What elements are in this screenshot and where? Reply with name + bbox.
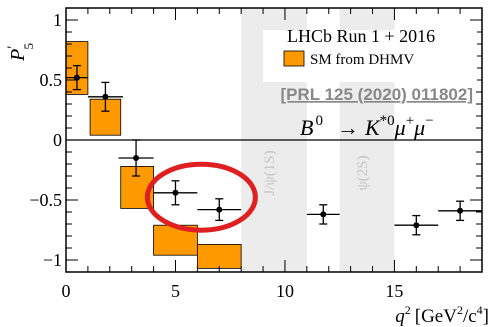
x-axis-label-units-sup1: 2 <box>457 303 463 317</box>
x-tick-label: 10 <box>276 281 294 301</box>
legend-title: LHCb Run 1 + 2016 <box>287 26 435 46</box>
data-marker <box>457 207 464 214</box>
y-tick-labels: −1 −0.5 0 0.5 1 <box>29 10 62 270</box>
y-axis-label: P′5 <box>5 43 36 62</box>
data-marker <box>320 211 327 218</box>
decay-mu1: μ <box>394 115 406 140</box>
reference-citation: [PRL 125 (2020) 011802] <box>281 85 473 104</box>
decay-mu-plus: + <box>406 113 414 129</box>
y-axis-label-main: P <box>7 49 29 62</box>
data-marker <box>102 93 109 100</box>
x-axis-label-units-sup2: 4 <box>477 303 483 317</box>
decay-mu-minus: − <box>425 113 433 129</box>
y-tick-label: 0 <box>53 130 62 150</box>
data-point <box>306 204 340 225</box>
data-point <box>87 81 123 112</box>
data-point <box>66 64 88 91</box>
data-point <box>394 214 439 236</box>
x-axis-label-q-sup: 2 <box>405 303 411 317</box>
legend-sm-label: SM from DHMV <box>310 52 414 68</box>
data-point <box>153 180 198 206</box>
decay-arrow: → <box>337 115 359 140</box>
x-tick-labels: 0 5 10 15 <box>62 281 404 301</box>
data-marker <box>413 222 420 229</box>
x-axis-label-units-open: [GeV <box>415 306 457 327</box>
y-axis-label-sub: 5 <box>21 43 36 50</box>
data-point <box>197 198 242 222</box>
data-marker <box>216 206 223 213</box>
data-point <box>438 200 482 222</box>
x-axis-label-units-mid: /c <box>463 306 477 327</box>
legend-sm-swatch <box>283 50 305 67</box>
jpsi-region-label: J/ψ(1S) <box>262 150 278 195</box>
decay-k: K <box>364 115 381 140</box>
decay-b-sup: 0 <box>315 113 323 129</box>
y-tick-label: 1 <box>53 10 62 30</box>
x-axis-label-units-close: ] <box>483 306 489 327</box>
data-marker <box>133 155 140 161</box>
x-tick-label: 15 <box>385 281 403 301</box>
x-axis-label-q: q <box>395 306 405 327</box>
decay-b: B <box>300 115 313 140</box>
sm-prediction-boxes <box>65 41 242 269</box>
data-point <box>118 139 154 177</box>
decay-label: B 0 → K*0μ+μ− <box>300 113 434 140</box>
data-marker <box>172 189 179 196</box>
y-axis-label-prime: ′ <box>5 46 21 49</box>
sm-prediction-box <box>196 243 242 269</box>
data-marker <box>73 74 80 81</box>
data-points <box>66 64 482 236</box>
x-tick-label: 0 <box>62 281 71 301</box>
y-tick-label: −0.5 <box>29 190 62 210</box>
x-axis-label: q2 [GeV2/c4] <box>395 303 489 327</box>
psi2s-region-label: ψ(2S) <box>355 155 371 190</box>
y-tick-label: 0.5 <box>40 70 63 90</box>
y-tick-label: −1 <box>43 250 62 270</box>
highlight-ellipse <box>144 161 258 233</box>
decay-k-sup: *0 <box>380 113 395 129</box>
decay-mu2: μ <box>413 115 425 140</box>
x-tick-label: 5 <box>171 281 180 301</box>
